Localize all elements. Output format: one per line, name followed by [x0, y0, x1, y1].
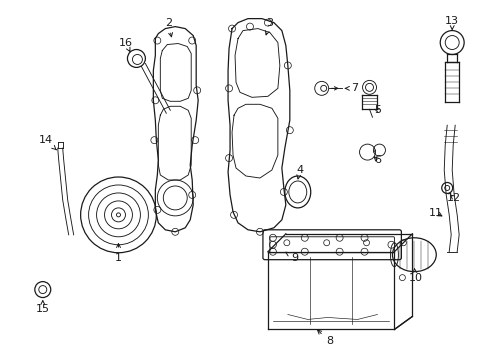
- Text: 3: 3: [265, 18, 273, 35]
- Text: 14: 14: [39, 135, 56, 150]
- Text: 15: 15: [36, 301, 50, 315]
- Text: 6: 6: [373, 155, 380, 165]
- Text: 13: 13: [444, 15, 458, 30]
- Text: 2: 2: [164, 18, 172, 37]
- Text: 10: 10: [407, 269, 422, 283]
- Text: 9: 9: [285, 252, 298, 263]
- Text: 11: 11: [428, 208, 442, 218]
- Text: 4: 4: [296, 165, 303, 179]
- Text: 1: 1: [115, 244, 122, 263]
- Text: 16: 16: [118, 37, 132, 51]
- Text: 5: 5: [373, 105, 380, 115]
- Text: 7: 7: [345, 84, 357, 93]
- Text: 8: 8: [317, 330, 332, 346]
- Text: 12: 12: [446, 193, 460, 203]
